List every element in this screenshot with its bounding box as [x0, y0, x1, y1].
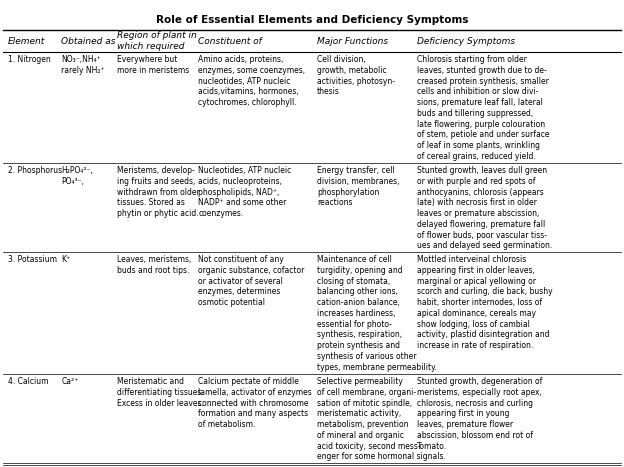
Text: Chlorosis starting from older
leaves, stunted growth due to de-
creased protein : Chlorosis starting from older leaves, st…: [417, 55, 549, 161]
Text: Calcium pectate of middle
lamella, activator of enzymes
connected with chromosom: Calcium pectate of middle lamella, activ…: [198, 377, 312, 429]
Text: Nucleotides, ATP nucleic
acids, nucleoproteins,
phospholipids, NAD⁺,
NADP⁺ and s: Nucleotides, ATP nucleic acids, nucleopr…: [198, 166, 291, 218]
Text: Selective permeability
of cell membrane, organi-
sation of mitotic spindle,
meri: Selective permeability of cell membrane,…: [317, 377, 446, 461]
Text: H₂PO₄²⁻,
PO₄³⁻,: H₂PO₄²⁻, PO₄³⁻,: [61, 166, 93, 186]
Text: Ca²⁺: Ca²⁺: [61, 377, 79, 386]
Text: Meristems, develop-
ing fruits and seeds,
withdrawn from older
tissues. Stored a: Meristems, develop- ing fruits and seeds…: [117, 166, 200, 218]
Text: Mottled interveinal chlorosis
appearing first in older leaves,
marginal or apica: Mottled interveinal chlorosis appearing …: [417, 255, 552, 350]
Text: 2. Phosphorus: 2. Phosphorus: [8, 166, 62, 175]
Text: Cell division,
growth, metabolic
activities, photosyn-
thesis: Cell division, growth, metabolic activit…: [317, 55, 395, 96]
Text: Not constituent of any
organic substance, cofactor
or activator of several
enzym: Not constituent of any organic substance…: [198, 255, 305, 307]
Text: Meristematic and
differentiating tissues.
Excess in older leaves.: Meristematic and differentiating tissues…: [117, 377, 204, 408]
Text: 3. Potassium: 3. Potassium: [8, 255, 57, 264]
Text: Amino acids, proteins,
enzymes, some coenzymes,
nucleotides, ATP nucleic
acids,v: Amino acids, proteins, enzymes, some coe…: [198, 55, 306, 107]
Text: Stunted growth, degeneration of
meristems, especially root apex,
chlorosis, necr: Stunted growth, degeneration of meristem…: [417, 377, 542, 451]
Text: Major Functions: Major Functions: [317, 37, 388, 46]
Text: Obtained as: Obtained as: [61, 37, 115, 46]
Text: 1. Nitrogen: 1. Nitrogen: [8, 55, 51, 64]
Text: 4. Calcium: 4. Calcium: [8, 377, 49, 386]
Text: Everywhere but
more in meristems: Everywhere but more in meristems: [117, 55, 190, 75]
Text: Role of Essential Elements and Deficiency Symptoms: Role of Essential Elements and Deficienc…: [156, 15, 468, 25]
Text: K⁺: K⁺: [61, 255, 71, 264]
Text: Energy transfer, cell
division, membranes,
phosphorylation
reactions: Energy transfer, cell division, membrane…: [317, 166, 399, 207]
Text: Deficiency Symptoms: Deficiency Symptoms: [417, 37, 515, 46]
Text: Maintenance of cell
turgidity, opening and
closing of stomata,
balancing other i: Maintenance of cell turgidity, opening a…: [317, 255, 437, 372]
Text: NO₃⁻,NH₄⁺
rarely NH₂⁺: NO₃⁻,NH₄⁺ rarely NH₂⁺: [61, 55, 105, 75]
Text: Constituent of: Constituent of: [198, 37, 262, 46]
Text: Leaves, meristems,
buds and root tips.: Leaves, meristems, buds and root tips.: [117, 255, 192, 275]
Text: Stunted growth, leaves dull green
or with purple and red spots of
anthocyanins, : Stunted growth, leaves dull green or wit…: [417, 166, 552, 250]
Text: Region of plant in
which required: Region of plant in which required: [117, 31, 197, 51]
Text: Element: Element: [8, 37, 46, 46]
